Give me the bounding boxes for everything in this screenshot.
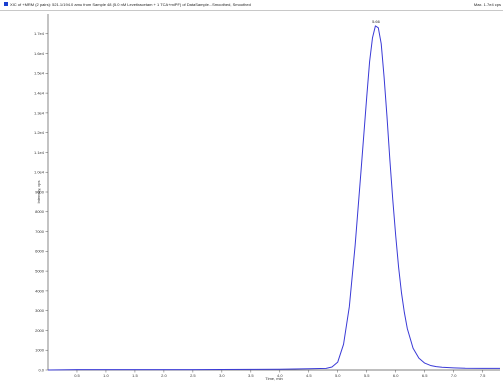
y-tick-label: 1.3e4 bbox=[34, 110, 45, 115]
x-tick-label: 4.0 bbox=[277, 373, 283, 378]
y-tick-label: 1.1e4 bbox=[34, 150, 45, 155]
y-tick-label: 1000 bbox=[35, 348, 45, 353]
y-tick-label: 1.5e4 bbox=[34, 71, 45, 76]
x-tick-label: 5.0 bbox=[335, 373, 341, 378]
y-axis-title: Intensity, cps bbox=[36, 180, 41, 203]
x-tick-label: 2.0 bbox=[161, 373, 167, 378]
y-tick-label: 3000 bbox=[35, 308, 45, 313]
trace-color-marker-icon bbox=[4, 2, 8, 6]
x-tick-label: 2.5 bbox=[190, 373, 196, 378]
y-tick-label: 5000 bbox=[35, 269, 45, 274]
y-tick-label: 1.2e4 bbox=[34, 130, 45, 135]
x-tick-label: 3.0 bbox=[219, 373, 225, 378]
y-tick-label: 2000 bbox=[35, 328, 45, 333]
peak-retention-time-label: 5.66 bbox=[372, 19, 381, 24]
x-tick-label: 7.0 bbox=[451, 373, 457, 378]
x-tick-label: 1.0 bbox=[103, 373, 109, 378]
x-tick-label: 4.5 bbox=[306, 373, 312, 378]
x-tick-label: 6.5 bbox=[422, 373, 428, 378]
y-tick-label: 1.4e4 bbox=[34, 91, 45, 96]
x-tick-label: 7.5 bbox=[480, 373, 486, 378]
chart-axes bbox=[47, 14, 500, 371]
x-axis-title: Time, min bbox=[265, 376, 282, 381]
y-axis-ticks: 0.0 1000 2000 3000 4000 5000 6000 7000 8000 9000 1… bbox=[34, 31, 48, 372]
chromatogram-trace-line bbox=[47, 25, 500, 371]
y-tick-label: 1.6e4 bbox=[34, 51, 45, 56]
x-tick-label: 6.0 bbox=[393, 373, 399, 378]
x-tick-label: 3.5 bbox=[248, 373, 254, 378]
y-tick-label: 1.7e4 bbox=[34, 31, 45, 36]
y-tick-label: 6000 bbox=[35, 249, 45, 254]
y-tick-label: 8000 bbox=[35, 209, 45, 214]
x-tick-label: 5.5 bbox=[364, 373, 370, 378]
window-titlebar: XIC of +MRM (2 pairs): 521.1/194.0 amu f… bbox=[0, 0, 503, 11]
x-axis-ticks: 0.5 1.0 1.5 2.0 2.5 3.0 3.5 4.0 4.5 5.0 5.5 6.0 6.5 7… bbox=[74, 370, 486, 378]
max-intensity-label: Max. 1.7e4 cps bbox=[473, 2, 501, 7]
peak-annotations: 5.66 bbox=[372, 19, 381, 24]
y-tick-label: 1.0e4 bbox=[34, 170, 45, 175]
y-tick-label: 9000 bbox=[35, 189, 45, 194]
y-tick-label: 7000 bbox=[35, 229, 45, 234]
chromatogram-trace-group bbox=[47, 25, 500, 371]
y-tick-label: 0.0 bbox=[38, 367, 44, 372]
y-tick-label: 4000 bbox=[35, 288, 45, 293]
x-tick-label: 0.5 bbox=[74, 373, 80, 378]
window-title: XIC of +MRM (2 pairs): 521.1/194.0 amu f… bbox=[10, 2, 251, 7]
x-tick-label: 1.5 bbox=[132, 373, 138, 378]
